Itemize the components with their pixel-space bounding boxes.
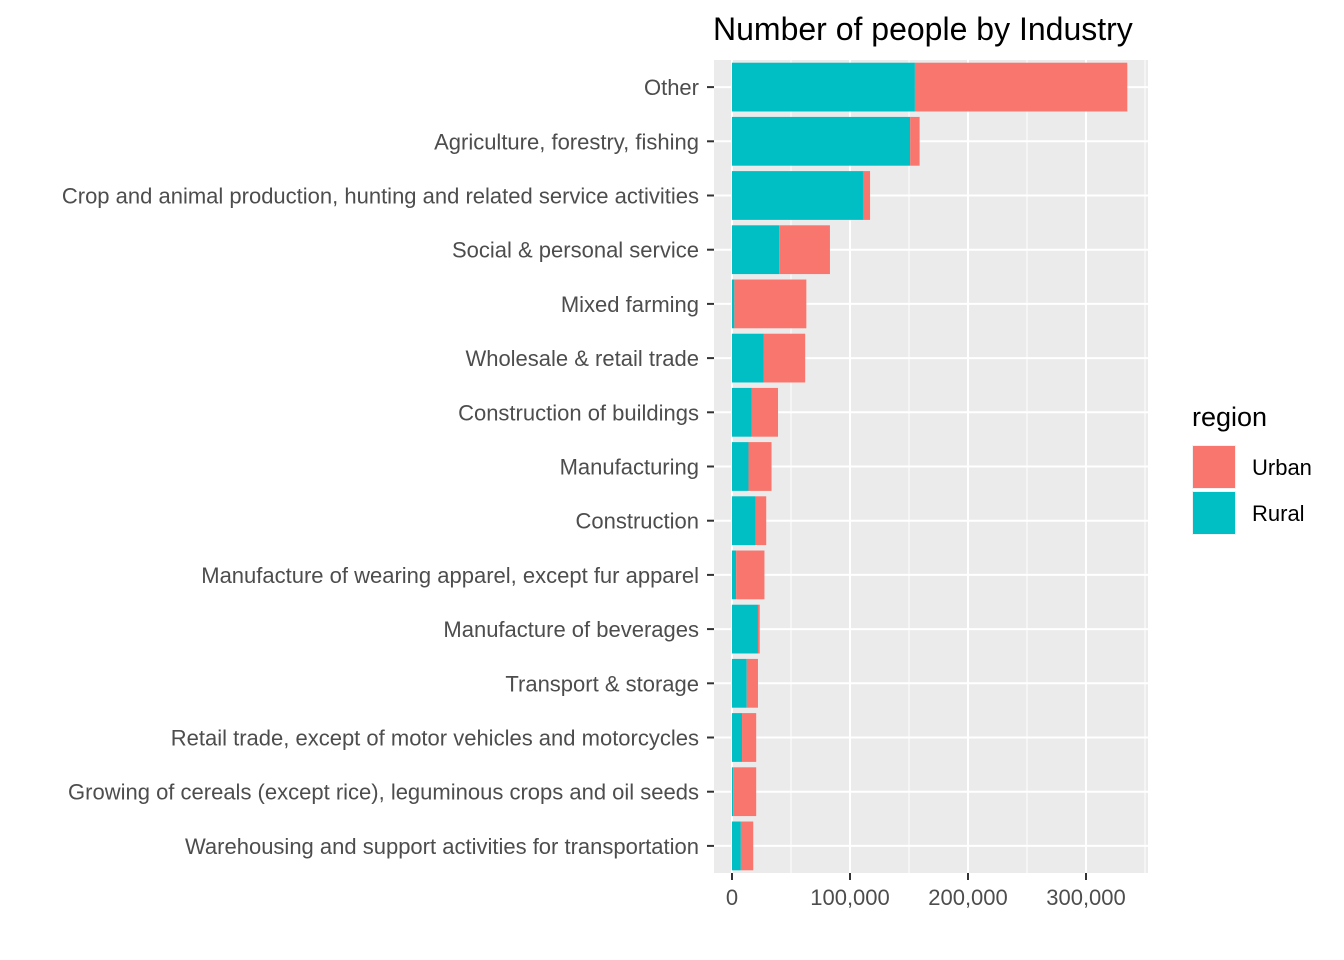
bar-urban xyxy=(910,116,920,166)
bar-rural xyxy=(732,116,911,166)
bar-urban xyxy=(751,387,779,437)
bar-urban xyxy=(733,767,757,817)
bars xyxy=(732,62,1128,871)
bar-urban xyxy=(746,658,758,708)
bar-rural xyxy=(732,821,741,871)
bar-rural xyxy=(732,171,863,220)
bar-rural xyxy=(732,767,734,817)
x-tick-label: 0 xyxy=(726,885,738,910)
legend-swatch-rural xyxy=(1193,492,1235,534)
category-label: Construction xyxy=(575,509,699,534)
x-axis: 0 100,000 200,000 300,000 xyxy=(726,873,1126,910)
category-label: Wholesale & retail trade xyxy=(465,346,699,371)
bar-urban xyxy=(742,713,757,762)
category-label: Other xyxy=(644,75,699,100)
bar-rural xyxy=(732,658,747,708)
bar-rural xyxy=(732,333,764,383)
category-label: Manufacture of wearing apparel, except f… xyxy=(201,563,699,588)
bar-urban xyxy=(736,550,765,600)
bar-urban xyxy=(914,62,1128,112)
category-label: Retail trade, except of motor vehicles a… xyxy=(171,726,699,751)
legend-swatch-urban xyxy=(1193,446,1235,488)
legend: region Urban Rural xyxy=(1192,402,1312,535)
bar-rural xyxy=(732,604,758,654)
legend-title: region xyxy=(1192,402,1267,432)
chart-title: Number of people by Industry xyxy=(713,11,1133,47)
bar-urban xyxy=(763,333,806,383)
x-tick-label: 300,000 xyxy=(1046,885,1126,910)
legend-label-rural: Rural xyxy=(1252,501,1305,526)
category-label: Transport & storage xyxy=(505,671,699,696)
bar-urban xyxy=(740,821,754,871)
x-tick-label: 200,000 xyxy=(928,885,1008,910)
bar-urban xyxy=(734,279,807,329)
bar-urban xyxy=(779,225,830,275)
category-label: Manufacturing xyxy=(560,455,699,480)
legend-label-urban: Urban xyxy=(1252,455,1312,480)
bar-urban xyxy=(757,604,760,654)
bar-rural xyxy=(732,713,743,762)
y-axis: Other Agriculture, forestry, fishing Crop … xyxy=(62,75,714,859)
bar-rural xyxy=(732,225,780,275)
bar-rural xyxy=(732,442,749,491)
category-label: Growing of cereals (except rice), legumi… xyxy=(68,780,699,805)
category-label: Agriculture, forestry, fishing xyxy=(434,129,699,154)
bar-rural xyxy=(732,387,752,437)
bar-rural xyxy=(732,279,735,329)
bar-urban xyxy=(862,171,871,220)
category-label: Mixed farming xyxy=(561,292,699,317)
category-label: Crop and animal production, hunting and … xyxy=(62,184,699,209)
category-label: Construction of buildings xyxy=(458,400,699,425)
category-label: Manufacture of beverages xyxy=(443,617,699,642)
category-label: Social & personal service xyxy=(452,238,699,263)
category-label: Warehousing and support activities for t… xyxy=(185,834,699,859)
bar-rural xyxy=(732,550,737,600)
bar-urban xyxy=(748,442,772,491)
bar-rural xyxy=(732,62,915,112)
bar-rural xyxy=(732,496,756,546)
bar-urban xyxy=(755,496,767,546)
x-tick-label: 100,000 xyxy=(810,885,890,910)
